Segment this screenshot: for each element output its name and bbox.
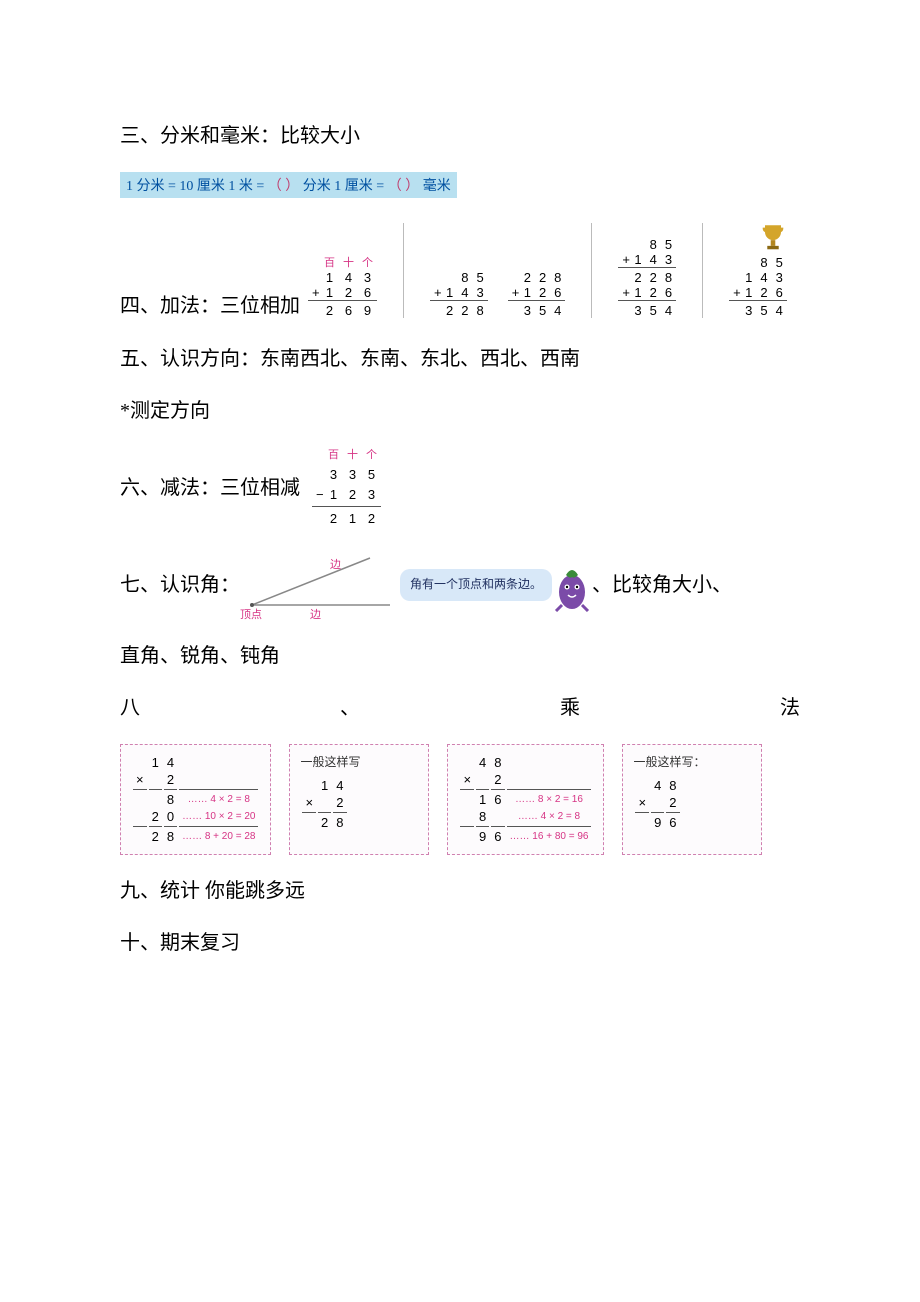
separator [702, 223, 703, 318]
section-5-text2: *测定方向 [120, 395, 210, 427]
angle-vertex-label: 顶点 [240, 608, 262, 620]
section-8-title: 八 、 乘 法 [120, 692, 800, 724]
section-7-text2: 直角、锐角、钝角 [120, 640, 280, 672]
mult-box-2: 一般这样写 14 ×2 28 [289, 744, 429, 855]
angle-speech-bubble: 角有一个顶点和两条边。 [400, 569, 552, 600]
section-3-text: 三、分米和毫米：比较大小 [120, 120, 360, 152]
s8-char-0: 八 [120, 692, 140, 724]
calc4-group: 85 143 +126 354 [729, 223, 787, 318]
hl-part-4: 毫米 [419, 179, 451, 194]
section-9: 九、统计 你能跳多远 [120, 875, 800, 907]
section-6-row: 六、减法：三位相减 百十个 335 −123 212 [120, 447, 800, 530]
trophy-icon [759, 223, 787, 255]
s8-char-1: 、 [340, 692, 360, 724]
bubble-group: 角有一个顶点和两条边。 [400, 557, 592, 612]
hl-blank-2: （ ） [388, 179, 420, 194]
addition-calc-2a: 85 +143 228 [430, 270, 488, 318]
separator [591, 223, 592, 318]
section-3-title: 三、分米和毫米：比较大小 [120, 120, 800, 152]
section-10-text: 十、期末复习 [120, 927, 240, 959]
angle-side-label-1: 边 [310, 608, 321, 620]
eggplant-icon [552, 557, 592, 612]
section-6-label: 六、减法：三位相减 [120, 472, 300, 504]
multiplication-boxes: 14 ×2 8…… 4 × 2 = 8 20…… 10 × 2 = 20 28…… [120, 744, 800, 855]
s8-char-3: 法 [780, 692, 800, 724]
addition-calc-1: 百十个 143 +126 269 [308, 254, 377, 318]
mult-box-4-title: 一般这样写： [633, 753, 751, 770]
addition-examples: 百十个 143 +126 269 85 +143 228 228 +126 35… [308, 223, 787, 318]
addition-calc-4: 85 143 +126 354 [729, 255, 787, 318]
section-4-row: 四、加法：三位相加 百十个 143 +126 269 85 +143 228 2… [120, 223, 800, 318]
section-5-line2: *测定方向 [120, 395, 800, 427]
angle-side-label-2: 边 [330, 558, 341, 571]
mult-box-2-title: 一般这样写 [300, 753, 418, 770]
section-10: 十、期末复习 [120, 927, 800, 959]
section-5-line1: 五、认识方向：东南西北、东南、东北、西北、西南 [120, 343, 800, 375]
separator [403, 223, 404, 318]
mult-box-1: 14 ×2 8…… 4 × 2 = 8 20…… 10 × 2 = 20 28…… [120, 744, 271, 855]
section-7-line2: 直角、锐角、钝角 [120, 640, 800, 672]
subtraction-calc: 百十个 335 −123 212 [312, 447, 381, 530]
section-5-text1: 五、认识方向：东南西北、东南、东北、西北、西南 [120, 343, 580, 375]
section-9-text: 九、统计 你能跳多远 [120, 875, 305, 907]
hl-part-0: 1 分米 = 10 厘米 1 米 = [126, 179, 268, 194]
hl-blank-1: （ ） [268, 179, 300, 194]
section-7-label-a: 七、认识角： [120, 569, 240, 601]
mult-box-3: 48 ×2 16…… 8 × 2 = 16 8…… 4 × 2 = 8 96……… [447, 744, 604, 855]
section-7-row: 七、认识角： 顶点 边 边 角有一个顶点和两条边。 、比较角大小、 [120, 550, 800, 620]
section-7-label-b: 、比较角大小、 [592, 569, 732, 601]
addition-calc-3: 85 +143 228 +126 354 [618, 237, 676, 318]
unit-conversion-highlight: 1 分米 = 10 厘米 1 米 = （ ） 分米 1 厘米 = （ ） 毫米 [120, 172, 457, 198]
s8-char-2: 乘 [560, 692, 580, 724]
hl-part-2: 分米 1 厘米 = [299, 179, 387, 194]
mult-box-4: 一般这样写： 48 ×2 96 [622, 744, 762, 855]
addition-calc-2b: 228 +126 354 [508, 270, 566, 318]
section-4-label: 四、加法：三位相加 [120, 289, 300, 318]
angle-diagram: 顶点 边 边 [240, 550, 400, 620]
